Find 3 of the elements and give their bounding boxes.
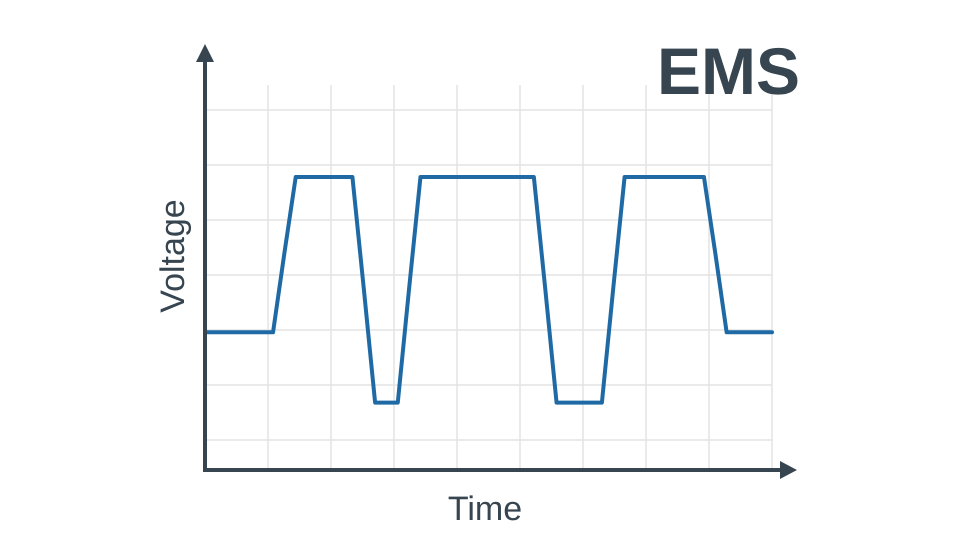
y-axis-title: Voltage: [154, 199, 192, 313]
x-axis-title: Time: [448, 490, 522, 528]
chart-title: EMS: [656, 34, 800, 108]
